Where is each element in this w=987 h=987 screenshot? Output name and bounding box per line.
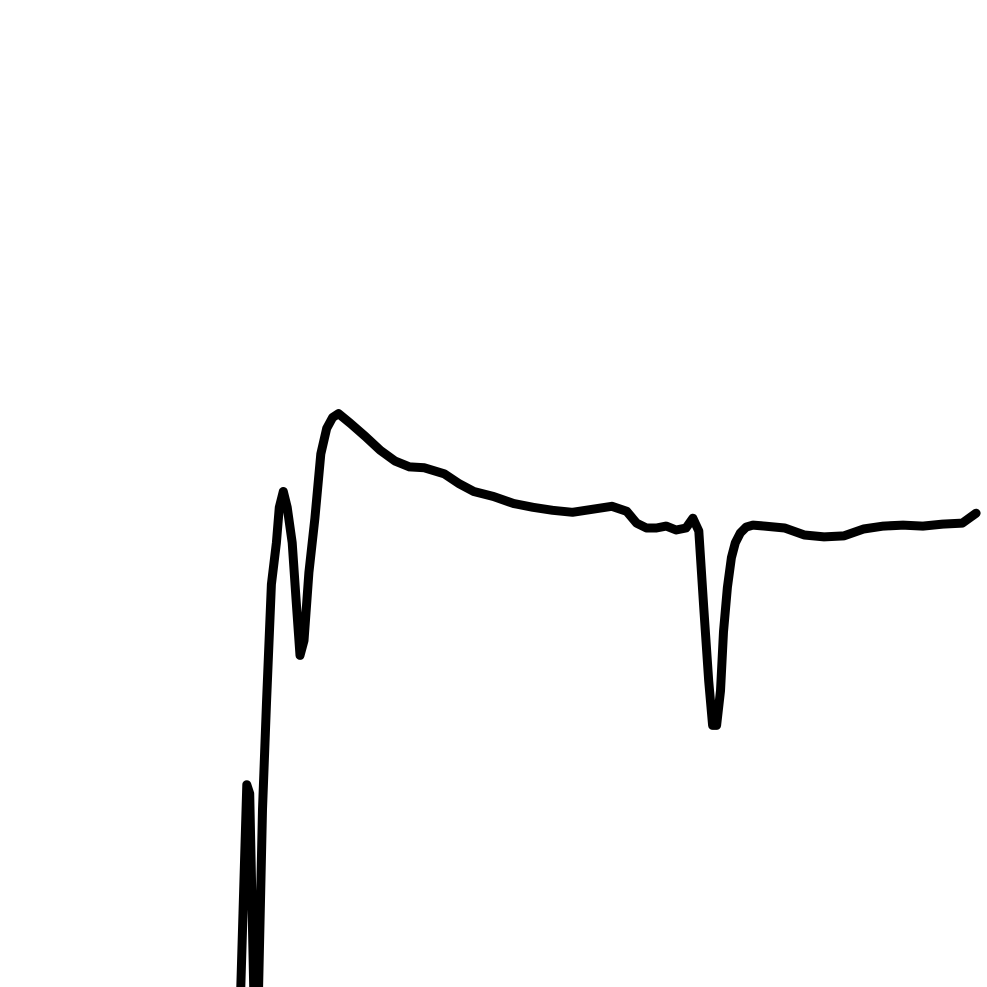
series-line-1 — [236, 409, 981, 987]
series-layer — [236, 409, 981, 987]
